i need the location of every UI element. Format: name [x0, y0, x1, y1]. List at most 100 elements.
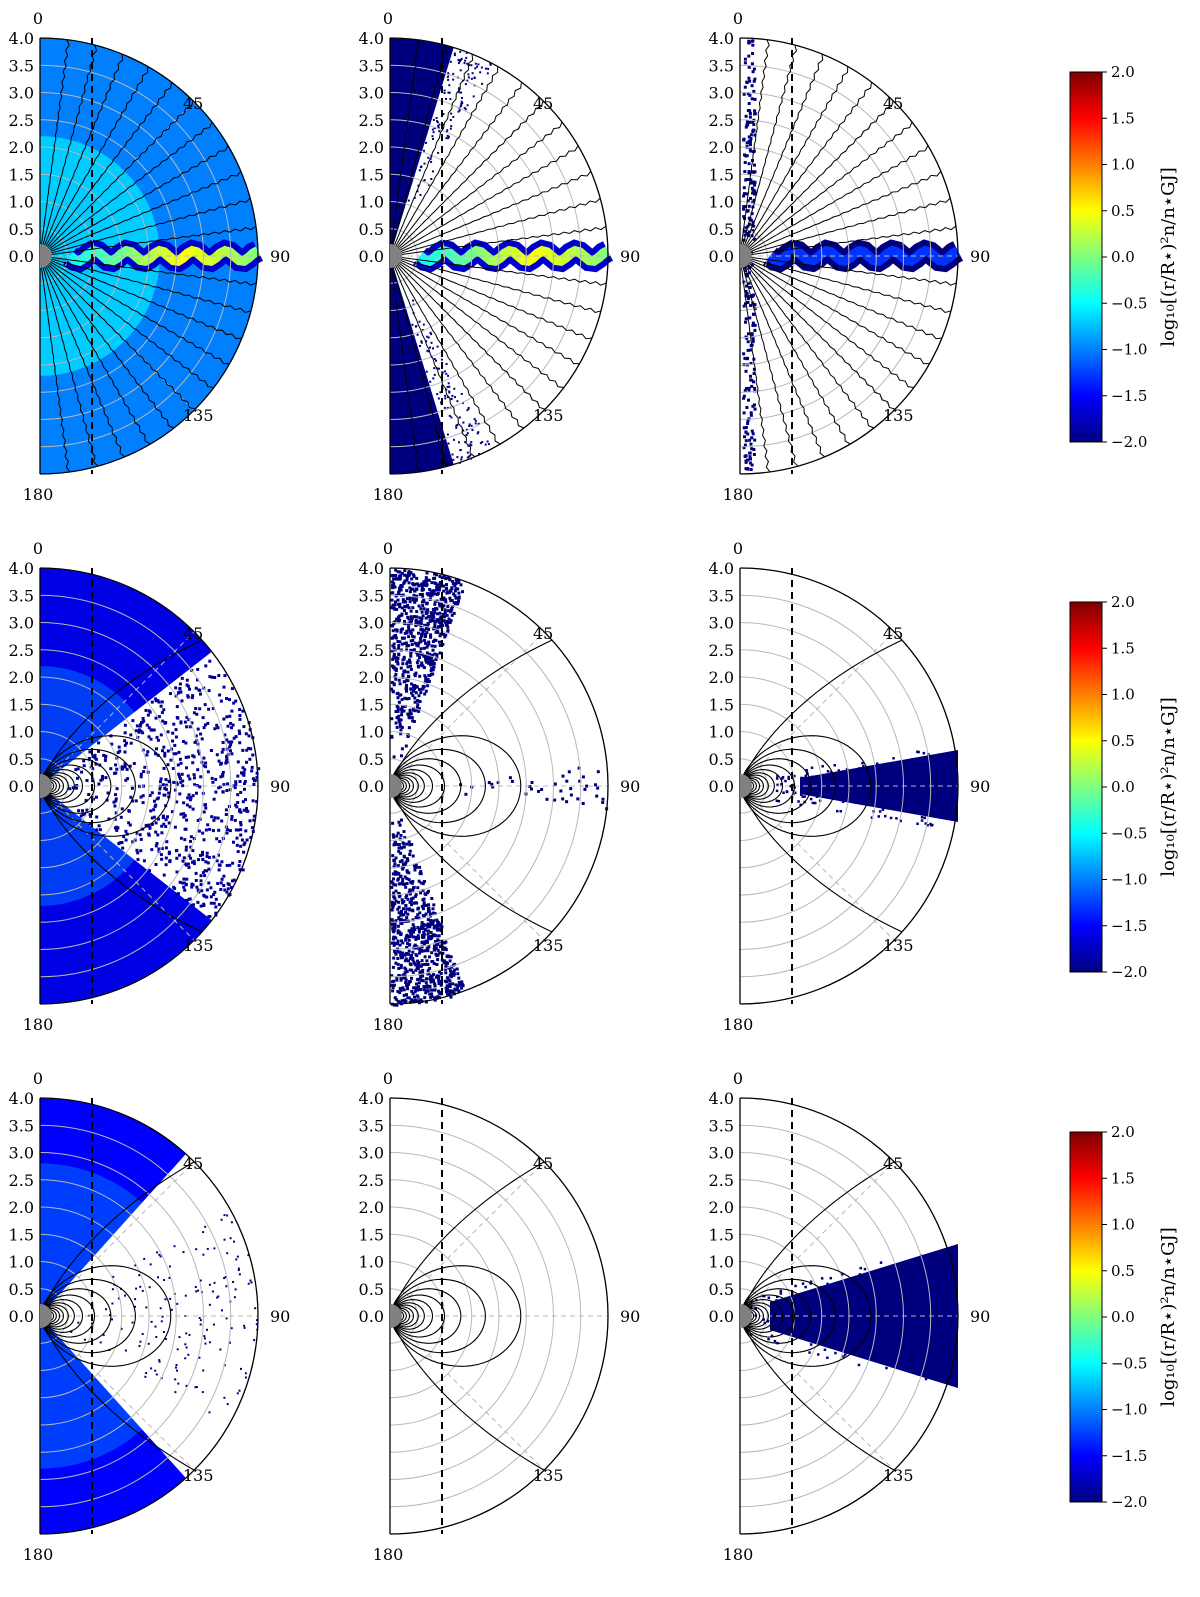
- density-point: [236, 774, 240, 778]
- density-point: [397, 678, 401, 682]
- density-point: [411, 719, 415, 723]
- density-point: [449, 119, 452, 121]
- density-point: [397, 895, 401, 899]
- density-point: [203, 703, 207, 707]
- density-point: [199, 904, 203, 908]
- density-point: [443, 89, 446, 92]
- density-point: [159, 1255, 162, 1258]
- density-point: [809, 1343, 813, 1346]
- density-point: [752, 367, 756, 371]
- density-point: [744, 290, 748, 293]
- density-point: [422, 988, 426, 992]
- density-point: [129, 795, 133, 799]
- field-line: [43, 1302, 75, 1330]
- colorbar-tick-label: 1.5: [1111, 639, 1135, 657]
- density-point: [444, 963, 448, 967]
- density-point: [478, 453, 481, 455]
- density-point: [219, 762, 223, 766]
- density-point: [243, 1324, 246, 1327]
- density-point: [472, 95, 475, 98]
- density-point: [813, 1327, 816, 1330]
- density-point: [138, 833, 142, 837]
- density-point: [434, 657, 438, 661]
- density-point: [750, 186, 754, 190]
- radial-tick-label: 1.5: [709, 1225, 734, 1244]
- density-point: [405, 842, 409, 846]
- density-point: [392, 979, 396, 983]
- density-point: [839, 810, 842, 813]
- density-point: [420, 588, 424, 592]
- density-point: [437, 620, 441, 624]
- density-point: [789, 784, 792, 788]
- angle-label: 0: [383, 9, 393, 28]
- density-point: [428, 955, 431, 959]
- angle-label: 45: [183, 624, 203, 643]
- density-point: [420, 592, 424, 596]
- field-line: [394, 145, 579, 254]
- density-point: [823, 1342, 826, 1346]
- star: [40, 244, 52, 268]
- density-point: [427, 156, 430, 159]
- density-point: [456, 972, 460, 976]
- density-point: [446, 621, 450, 625]
- density-point: [181, 859, 185, 863]
- density-point: [411, 582, 415, 586]
- density-point: [171, 767, 175, 770]
- density-point: [399, 921, 403, 925]
- density-point: [904, 1264, 907, 1267]
- density-point: [800, 793, 803, 797]
- field-line: [45, 225, 257, 256]
- density-point: [872, 767, 875, 771]
- density-point: [433, 944, 436, 948]
- density-point: [217, 759, 221, 763]
- density-point: [173, 1245, 176, 1248]
- density-point: [171, 731, 175, 735]
- field-line: [744, 1307, 761, 1325]
- density-point: [750, 378, 754, 382]
- colorbar-tick-label: −2.0: [1111, 1493, 1147, 1511]
- density-point: [111, 1302, 114, 1305]
- density-point: [916, 822, 919, 825]
- density-point: [437, 927, 441, 931]
- open-field-line: [742, 639, 903, 779]
- density-point: [411, 886, 415, 890]
- density-point: [191, 807, 195, 811]
- density-point: [218, 693, 222, 697]
- density-point: [188, 687, 191, 691]
- density-point: [156, 738, 160, 742]
- density-point: [175, 800, 179, 804]
- density-point: [408, 600, 412, 604]
- density-point: [420, 610, 424, 614]
- density-point: [164, 1338, 167, 1340]
- density-point: [433, 984, 437, 988]
- density-point: [430, 616, 434, 620]
- density-point: [425, 340, 428, 343]
- density-point: [199, 883, 203, 887]
- density-point: [400, 707, 404, 711]
- field-line: [744, 258, 930, 365]
- density-point: [817, 1303, 820, 1306]
- density-point: [390, 921, 394, 925]
- open-field-line: [42, 639, 203, 779]
- density-point: [131, 840, 135, 844]
- density-point: [432, 947, 436, 951]
- density-point: [164, 1298, 167, 1301]
- density-point: [164, 846, 168, 850]
- density-point: [391, 986, 395, 990]
- density-point: [745, 141, 749, 145]
- density-point: [746, 301, 750, 304]
- density-point: [415, 576, 419, 580]
- density-point: [429, 331, 432, 334]
- density-point: [917, 750, 920, 754]
- density-point: [190, 721, 194, 725]
- field-line: [44, 1307, 61, 1325]
- density-point: [175, 856, 179, 860]
- density-point: [418, 674, 422, 678]
- density-point: [752, 170, 756, 174]
- density-point: [923, 816, 926, 820]
- density-point: [225, 789, 229, 792]
- density-point: [430, 653, 434, 657]
- density-point: [430, 178, 433, 180]
- density-point: [443, 979, 447, 983]
- density-point: [742, 186, 746, 190]
